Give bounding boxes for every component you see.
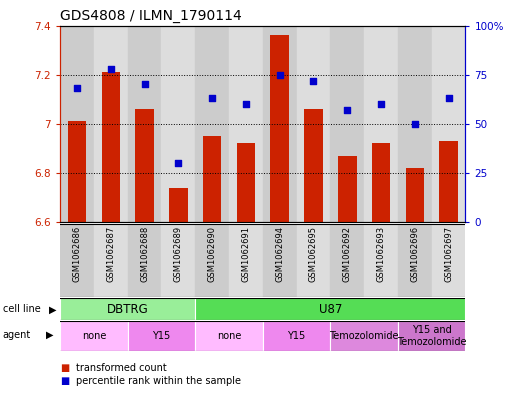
Bar xyxy=(398,26,431,222)
Text: Y15: Y15 xyxy=(152,331,170,341)
Text: GSM1062697: GSM1062697 xyxy=(444,226,453,282)
Bar xyxy=(128,321,195,351)
Text: ■: ■ xyxy=(60,363,70,373)
Bar xyxy=(101,72,120,222)
Bar xyxy=(431,26,465,222)
Point xyxy=(309,77,317,84)
Text: none: none xyxy=(82,331,106,341)
Text: agent: agent xyxy=(3,330,31,340)
Text: Y15: Y15 xyxy=(288,331,306,341)
Bar xyxy=(229,224,263,297)
Text: Temozolomide: Temozolomide xyxy=(329,331,399,341)
Bar xyxy=(169,187,188,222)
Text: GSM1062691: GSM1062691 xyxy=(242,226,251,282)
Text: GSM1062687: GSM1062687 xyxy=(106,226,115,283)
Point xyxy=(242,101,250,107)
Text: ▶: ▶ xyxy=(46,330,53,340)
Bar xyxy=(94,26,128,222)
Text: GSM1062695: GSM1062695 xyxy=(309,226,318,282)
Text: GSM1062689: GSM1062689 xyxy=(174,226,183,282)
Bar xyxy=(128,224,162,297)
Bar xyxy=(195,224,229,297)
Point xyxy=(343,107,351,113)
Bar xyxy=(195,298,465,320)
Bar xyxy=(398,224,431,297)
Bar xyxy=(263,26,297,222)
Point xyxy=(377,101,385,107)
Bar xyxy=(338,156,357,222)
Text: GSM1062694: GSM1062694 xyxy=(275,226,284,282)
Bar xyxy=(270,35,289,222)
Bar xyxy=(297,26,331,222)
Bar xyxy=(236,143,255,222)
Point xyxy=(276,72,284,78)
Bar xyxy=(263,224,297,297)
Bar xyxy=(431,224,465,297)
Bar xyxy=(94,224,128,297)
Point xyxy=(140,81,149,88)
Text: GSM1062696: GSM1062696 xyxy=(411,226,419,282)
Text: GDS4808 / ILMN_1790114: GDS4808 / ILMN_1790114 xyxy=(60,9,242,23)
Bar xyxy=(263,321,331,351)
Bar xyxy=(229,26,263,222)
Point xyxy=(107,66,115,72)
Text: U87: U87 xyxy=(319,303,342,316)
Bar xyxy=(60,321,128,351)
Text: GSM1062693: GSM1062693 xyxy=(377,226,385,282)
Bar xyxy=(162,26,195,222)
Bar xyxy=(405,168,424,222)
Text: GSM1062690: GSM1062690 xyxy=(208,226,217,282)
Bar xyxy=(398,321,465,351)
Text: none: none xyxy=(217,331,241,341)
Text: ■: ■ xyxy=(60,376,70,386)
Bar xyxy=(135,109,154,222)
Bar xyxy=(364,26,398,222)
Bar xyxy=(60,298,195,320)
Bar xyxy=(331,224,364,297)
Bar xyxy=(331,321,398,351)
Text: percentile rank within the sample: percentile rank within the sample xyxy=(76,376,241,386)
Bar xyxy=(372,143,390,222)
Point xyxy=(445,95,453,101)
Bar xyxy=(304,109,323,222)
Bar xyxy=(297,224,331,297)
Text: GSM1062692: GSM1062692 xyxy=(343,226,352,282)
Text: ▶: ▶ xyxy=(49,304,56,314)
Point xyxy=(208,95,217,101)
Bar xyxy=(68,121,86,222)
Bar xyxy=(195,321,263,351)
Point xyxy=(174,160,183,166)
Bar xyxy=(195,26,229,222)
Bar xyxy=(128,26,162,222)
Text: cell line: cell line xyxy=(3,304,40,314)
Text: GSM1062688: GSM1062688 xyxy=(140,226,149,283)
Text: Y15 and
Temozolomide: Y15 and Temozolomide xyxy=(397,325,467,347)
Bar xyxy=(364,224,398,297)
Text: DBTRG: DBTRG xyxy=(107,303,149,316)
Bar xyxy=(331,26,364,222)
Bar xyxy=(439,141,458,222)
Text: GSM1062686: GSM1062686 xyxy=(73,226,82,283)
Point xyxy=(73,85,81,92)
Bar xyxy=(60,26,94,222)
Bar xyxy=(60,224,94,297)
Bar xyxy=(203,136,221,222)
Bar xyxy=(162,224,195,297)
Point xyxy=(411,121,419,127)
Text: transformed count: transformed count xyxy=(76,363,167,373)
